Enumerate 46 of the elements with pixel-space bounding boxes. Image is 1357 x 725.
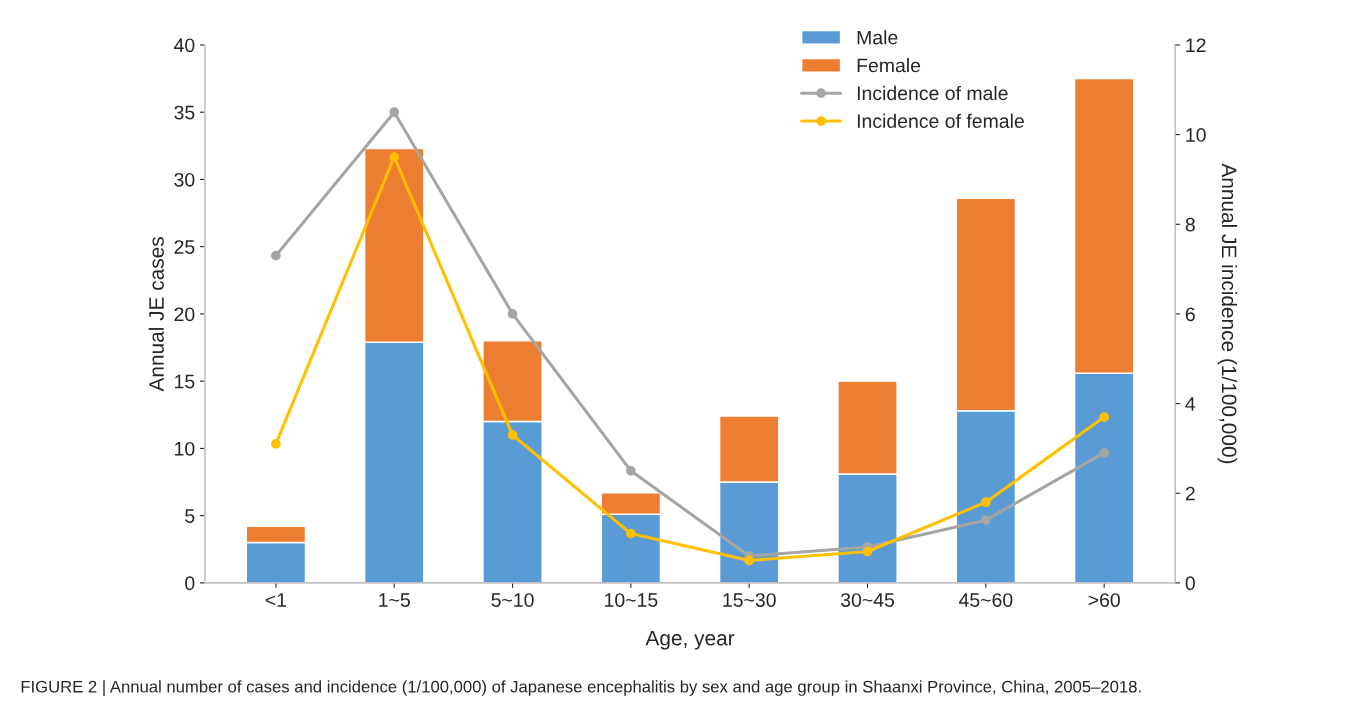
legend-label: Incidence of female	[857, 113, 1024, 128]
point	[389, 152, 400, 162]
y-tick-label: 15	[175, 374, 195, 389]
point	[507, 309, 518, 319]
point	[626, 528, 636, 539]
x-tick-label: <1	[265, 593, 287, 607]
y2-tick-label: 0	[1185, 576, 1195, 591]
point	[862, 546, 873, 557]
x-tick-label: 1~5	[379, 593, 410, 607]
point	[271, 439, 281, 449]
y-tick-label: 20	[174, 307, 195, 322]
point	[1099, 412, 1110, 422]
y2-tick-label: 8	[1185, 217, 1195, 232]
y2-tick-label: 6	[1185, 307, 1195, 322]
y-tick-label: 30	[174, 172, 195, 187]
y2-axis-title: Annual JE incidence (1/100,000)	[1217, 163, 1238, 464]
point	[980, 497, 991, 508]
caption: FIGURE 2 | Annual number of cases and incidence (1/100,000) of Japanese encephalitis by sex and age group in Shaanxi Province, China, 2005–2018.	[21, 680, 1141, 696]
x-axis-title: Age, year	[645, 630, 735, 650]
y-axis-title: Annual JE cases	[148, 237, 164, 392]
y2-tick-label: 10	[1186, 128, 1206, 142]
y2-tick-label: 12	[1186, 38, 1206, 52]
legend-label: Female	[857, 58, 921, 73]
x-tick-label: 30~45	[840, 593, 895, 607]
legend-label: Incidence of male	[857, 85, 1008, 101]
point	[271, 250, 281, 261]
point	[980, 515, 991, 526]
point	[744, 555, 755, 566]
point	[1099, 448, 1110, 458]
point	[626, 465, 636, 476]
point	[389, 107, 400, 118]
y2-tick-label: 2	[1185, 486, 1195, 501]
y-tick-label: 40	[174, 38, 195, 53]
x-tick-label: 5~10	[491, 593, 534, 607]
x-tick-label: 15~30	[723, 593, 776, 607]
legend-label: Male	[857, 30, 898, 45]
y-tick-label: 5	[185, 509, 195, 523]
x-tick-label: 45~60	[958, 593, 1013, 607]
x-tick-label: 10~15	[605, 593, 658, 607]
x-tick-label: >60	[1088, 593, 1120, 607]
y-tick-label: 25	[174, 240, 195, 254]
y-tick-label: 35	[174, 105, 195, 120]
y-tick-label: 10	[175, 441, 195, 456]
point	[507, 430, 518, 440]
y2-tick-label: 4	[1185, 397, 1196, 411]
y-tick-label: 0	[185, 576, 195, 591]
